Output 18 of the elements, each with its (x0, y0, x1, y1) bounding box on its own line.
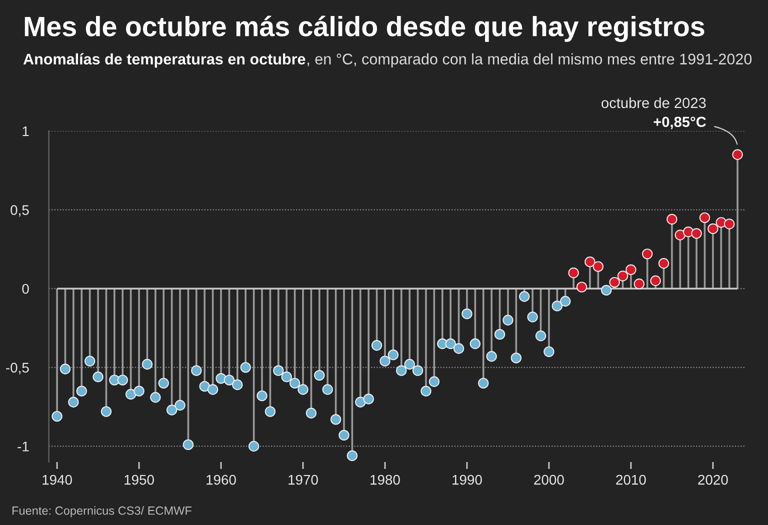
y-tick-label: 0,5 (10, 205, 29, 217)
y-tick-label: -0,5 (6, 362, 29, 374)
x-tick-label: 1960 (206, 474, 236, 485)
y-tick-label: -1 (18, 442, 29, 452)
x-tick-label: 1970 (288, 474, 318, 485)
y-tick-label: 0 (22, 284, 29, 294)
x-tick-label: 2010 (616, 474, 646, 485)
x-tick-label: 1950 (124, 474, 154, 485)
annotation: octubre de 2023 +0,85°C (602, 97, 706, 130)
chart-title: Mes de octubre más cálido desde que hay registros (24, 16, 704, 42)
x-tick-label: 2020 (698, 474, 728, 485)
x-tick-label: 1980 (370, 474, 400, 485)
source-note: Fuente: Copernicus CS3/ ECMWF (12, 506, 192, 518)
x-tick-label: 1990 (452, 474, 482, 485)
x-tick-label: 1940 (42, 474, 72, 485)
y-tick-label: 1 (22, 126, 29, 136)
chart-subtitle: Anomalías de temperaturas en octubre, en °C, comparado con la media del mismo mes entre 1991-2020 (23, 53, 752, 68)
x-tick-label: 2000 (534, 474, 564, 485)
